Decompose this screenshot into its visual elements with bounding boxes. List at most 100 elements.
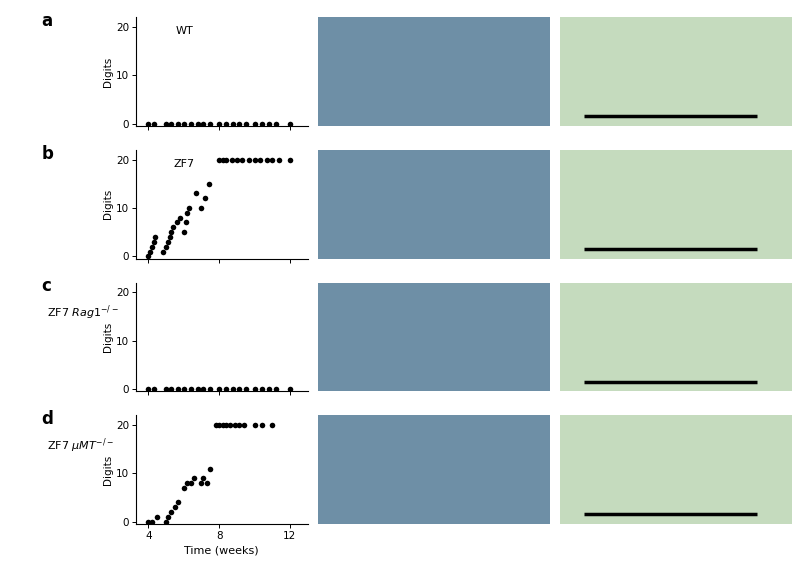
Point: [178, 228, 190, 237]
Point: [266, 155, 278, 164]
Point: [160, 517, 173, 526]
Point: [165, 384, 178, 393]
Point: [230, 155, 243, 164]
Point: [197, 473, 210, 483]
Point: [216, 155, 229, 164]
Point: [227, 119, 240, 128]
Point: [172, 384, 185, 393]
Point: [213, 155, 226, 164]
Point: [147, 384, 160, 393]
Point: [213, 119, 226, 128]
Point: [160, 119, 173, 128]
Point: [255, 384, 268, 393]
Point: [216, 420, 229, 430]
Point: [142, 119, 154, 128]
Point: [236, 155, 249, 164]
Point: [156, 247, 169, 256]
Point: [146, 242, 158, 251]
Point: [262, 119, 275, 128]
Point: [248, 155, 261, 164]
Point: [178, 384, 190, 393]
Point: [220, 420, 233, 430]
Point: [283, 155, 296, 164]
Point: [273, 155, 286, 164]
Point: [254, 155, 266, 164]
Point: [220, 119, 233, 128]
Text: ZF7: ZF7: [174, 158, 194, 169]
Point: [239, 384, 252, 393]
Point: [270, 384, 282, 393]
Point: [223, 420, 236, 430]
Point: [232, 420, 245, 430]
Point: [185, 384, 198, 393]
Y-axis label: Digits: Digits: [103, 190, 113, 219]
Point: [178, 119, 190, 128]
Point: [239, 119, 252, 128]
Y-axis label: Digits: Digits: [103, 56, 113, 87]
Point: [165, 119, 178, 128]
Point: [179, 218, 192, 227]
Point: [162, 237, 174, 247]
Point: [142, 517, 154, 526]
Point: [248, 384, 261, 393]
Point: [151, 512, 164, 521]
Point: [195, 203, 208, 213]
Point: [149, 232, 162, 241]
Point: [209, 420, 222, 430]
Text: b: b: [42, 145, 54, 162]
Point: [229, 420, 242, 430]
Point: [232, 119, 245, 128]
Point: [195, 479, 208, 488]
Point: [172, 119, 185, 128]
Point: [181, 208, 194, 217]
Point: [147, 119, 160, 128]
Point: [181, 479, 194, 488]
Text: a: a: [42, 12, 53, 30]
Point: [248, 420, 261, 430]
Text: c: c: [42, 277, 51, 295]
Point: [255, 119, 268, 128]
Point: [174, 213, 186, 222]
Point: [191, 119, 204, 128]
Point: [262, 384, 275, 393]
Text: ZF7 $\mathit{Rag1}^{-/-}$: ZF7 $\mathit{Rag1}^{-/-}$: [46, 304, 118, 323]
Point: [178, 483, 190, 492]
Point: [255, 420, 268, 430]
Point: [220, 384, 233, 393]
Point: [202, 179, 215, 188]
Point: [204, 384, 217, 393]
Point: [204, 119, 217, 128]
Point: [162, 512, 174, 521]
Point: [144, 247, 157, 256]
Point: [165, 228, 178, 237]
Point: [213, 384, 226, 393]
Point: [160, 242, 173, 251]
Point: [248, 119, 261, 128]
Text: WT: WT: [175, 26, 193, 36]
Point: [220, 155, 233, 164]
Point: [243, 155, 256, 164]
Point: [169, 503, 182, 512]
Point: [225, 155, 238, 164]
Text: ZF7 $\mu MT^{-/-}$: ZF7 $\mu MT^{-/-}$: [46, 437, 114, 455]
Point: [165, 507, 178, 517]
Point: [142, 384, 154, 393]
Point: [198, 194, 211, 203]
Point: [227, 384, 240, 393]
Y-axis label: Digits: Digits: [103, 322, 113, 352]
Point: [213, 420, 226, 430]
Point: [200, 479, 213, 488]
Point: [170, 218, 183, 227]
Point: [160, 384, 173, 393]
Point: [283, 384, 296, 393]
Point: [270, 119, 282, 128]
Point: [147, 237, 160, 247]
Point: [182, 203, 195, 213]
Point: [166, 223, 179, 232]
Point: [146, 517, 158, 526]
X-axis label: Time (weeks): Time (weeks): [185, 545, 259, 555]
Point: [142, 252, 154, 261]
Point: [232, 384, 245, 393]
Text: d: d: [42, 410, 54, 428]
Point: [238, 420, 250, 430]
